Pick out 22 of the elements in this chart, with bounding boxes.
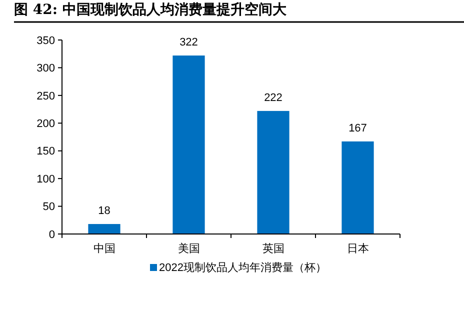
x-tick-label: 英国 xyxy=(262,242,284,255)
data-label: 167 xyxy=(348,122,367,134)
y-tick-label: 300 xyxy=(36,62,55,75)
y-tick-label: 350 xyxy=(36,34,55,47)
x-tick-label: 中国 xyxy=(93,242,116,255)
bar xyxy=(88,224,120,234)
legend-label: 2022现制饮品人均年消费量（杯） xyxy=(159,261,326,274)
y-tick-label: 150 xyxy=(36,146,55,158)
data-label: 222 xyxy=(264,92,282,104)
chart-title: 图 42: 中国现制饮品人均消费量提升空间大 xyxy=(14,1,288,18)
bar xyxy=(257,110,290,234)
bar xyxy=(172,56,205,234)
bar xyxy=(342,141,374,234)
y-tick-label: 200 xyxy=(36,118,55,130)
data-label: 322 xyxy=(180,36,198,49)
y-tick-label: 0 xyxy=(48,228,55,241)
y-tick-label: 250 xyxy=(36,90,55,102)
data-label: 18 xyxy=(98,205,110,218)
y-tick-label: 100 xyxy=(36,173,55,186)
x-tick-label: 日本 xyxy=(346,242,369,255)
x-tick-label: 美国 xyxy=(178,242,200,255)
y-tick-label: 50 xyxy=(42,201,55,214)
